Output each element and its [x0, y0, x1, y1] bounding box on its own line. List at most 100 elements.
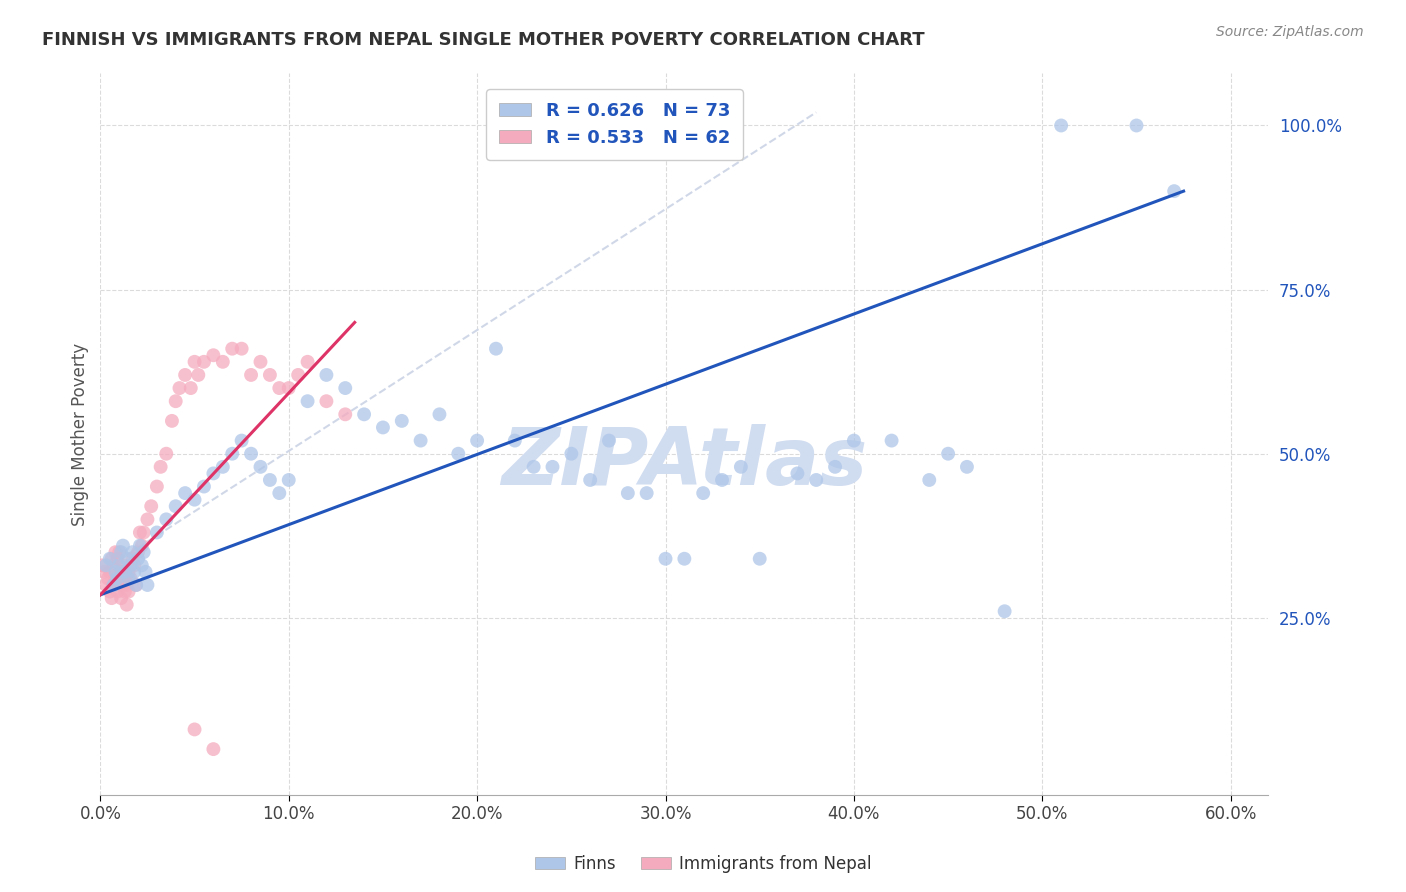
Point [297, 355, 319, 369]
Point [121, 551, 143, 566]
Point [105, 551, 128, 566]
Point [180, 381, 202, 395]
Point [654, 551, 676, 566]
Point [202, 467, 225, 481]
Point [136, 512, 159, 526]
Point [100, 551, 122, 566]
Point [114, 565, 136, 579]
Point [111, 558, 134, 573]
Point [100, 591, 122, 606]
Point [127, 551, 149, 566]
Point [249, 459, 271, 474]
Point [371, 420, 394, 434]
Text: Source: ZipAtlas.com: Source: ZipAtlas.com [1216, 25, 1364, 39]
Point [108, 578, 131, 592]
Point [103, 578, 125, 592]
Point [315, 394, 337, 409]
Point [711, 473, 734, 487]
Point [105, 584, 128, 599]
Point [335, 381, 357, 395]
Point [287, 368, 309, 382]
Point [94, 578, 117, 592]
Point [503, 434, 526, 448]
Point [918, 473, 941, 487]
Point [231, 342, 253, 356]
Point [560, 447, 582, 461]
Point [202, 348, 225, 362]
Point [117, 584, 139, 599]
Point [160, 414, 183, 428]
Text: FINNISH VS IMMIGRANTS FROM NEPAL SINGLE MOTHER POVERTY CORRELATION CHART: FINNISH VS IMMIGRANTS FROM NEPAL SINGLE … [42, 31, 925, 49]
Y-axis label: Single Mother Poverty: Single Mother Poverty [72, 343, 89, 525]
Point [465, 434, 488, 448]
Point [120, 571, 142, 585]
Point [135, 565, 157, 579]
Point [183, 355, 205, 369]
Point [122, 565, 145, 579]
Point [673, 551, 696, 566]
Point [193, 355, 215, 369]
Point [121, 545, 143, 559]
Point [98, 584, 121, 599]
Point [409, 434, 432, 448]
Point [202, 742, 225, 756]
Legend: R = 0.626   N = 73, R = 0.533   N = 62: R = 0.626 N = 73, R = 0.533 N = 62 [486, 89, 742, 160]
Point [94, 558, 117, 573]
Point [169, 381, 191, 395]
Point [104, 565, 127, 579]
Point [146, 479, 169, 493]
Point [806, 473, 828, 487]
Point [165, 500, 187, 514]
Point [297, 394, 319, 409]
Point [211, 459, 233, 474]
Point [259, 368, 281, 382]
Point [117, 565, 139, 579]
Point [131, 539, 153, 553]
Point [149, 459, 172, 474]
Point [692, 486, 714, 500]
Point [842, 434, 865, 448]
Point [129, 539, 152, 553]
Point [221, 342, 243, 356]
Point [824, 459, 846, 474]
Point [277, 473, 299, 487]
Point [115, 551, 138, 566]
Point [132, 545, 155, 559]
Point [240, 447, 263, 461]
Point [730, 459, 752, 474]
Point [231, 434, 253, 448]
Point [187, 368, 209, 382]
Point [183, 492, 205, 507]
Point [110, 545, 132, 559]
Point [103, 578, 125, 592]
Point [117, 571, 139, 585]
Point [277, 381, 299, 395]
Point [193, 479, 215, 493]
Point [98, 551, 121, 566]
Point [108, 545, 131, 559]
Point [335, 407, 357, 421]
Point [132, 525, 155, 540]
Point [1050, 119, 1073, 133]
Point [114, 571, 136, 585]
Point [936, 447, 959, 461]
Point [115, 598, 138, 612]
Point [127, 545, 149, 559]
Point [429, 407, 451, 421]
Point [93, 565, 115, 579]
Point [259, 473, 281, 487]
Point [120, 558, 142, 573]
Point [97, 571, 120, 585]
Point [155, 447, 177, 461]
Point [91, 558, 114, 573]
Point [165, 394, 187, 409]
Point [269, 381, 291, 395]
Point [103, 558, 125, 573]
Point [105, 571, 128, 585]
Point [211, 355, 233, 369]
Point [315, 368, 337, 382]
Point [579, 473, 602, 487]
Point [786, 467, 808, 481]
Point [994, 604, 1017, 618]
Point [636, 486, 658, 500]
